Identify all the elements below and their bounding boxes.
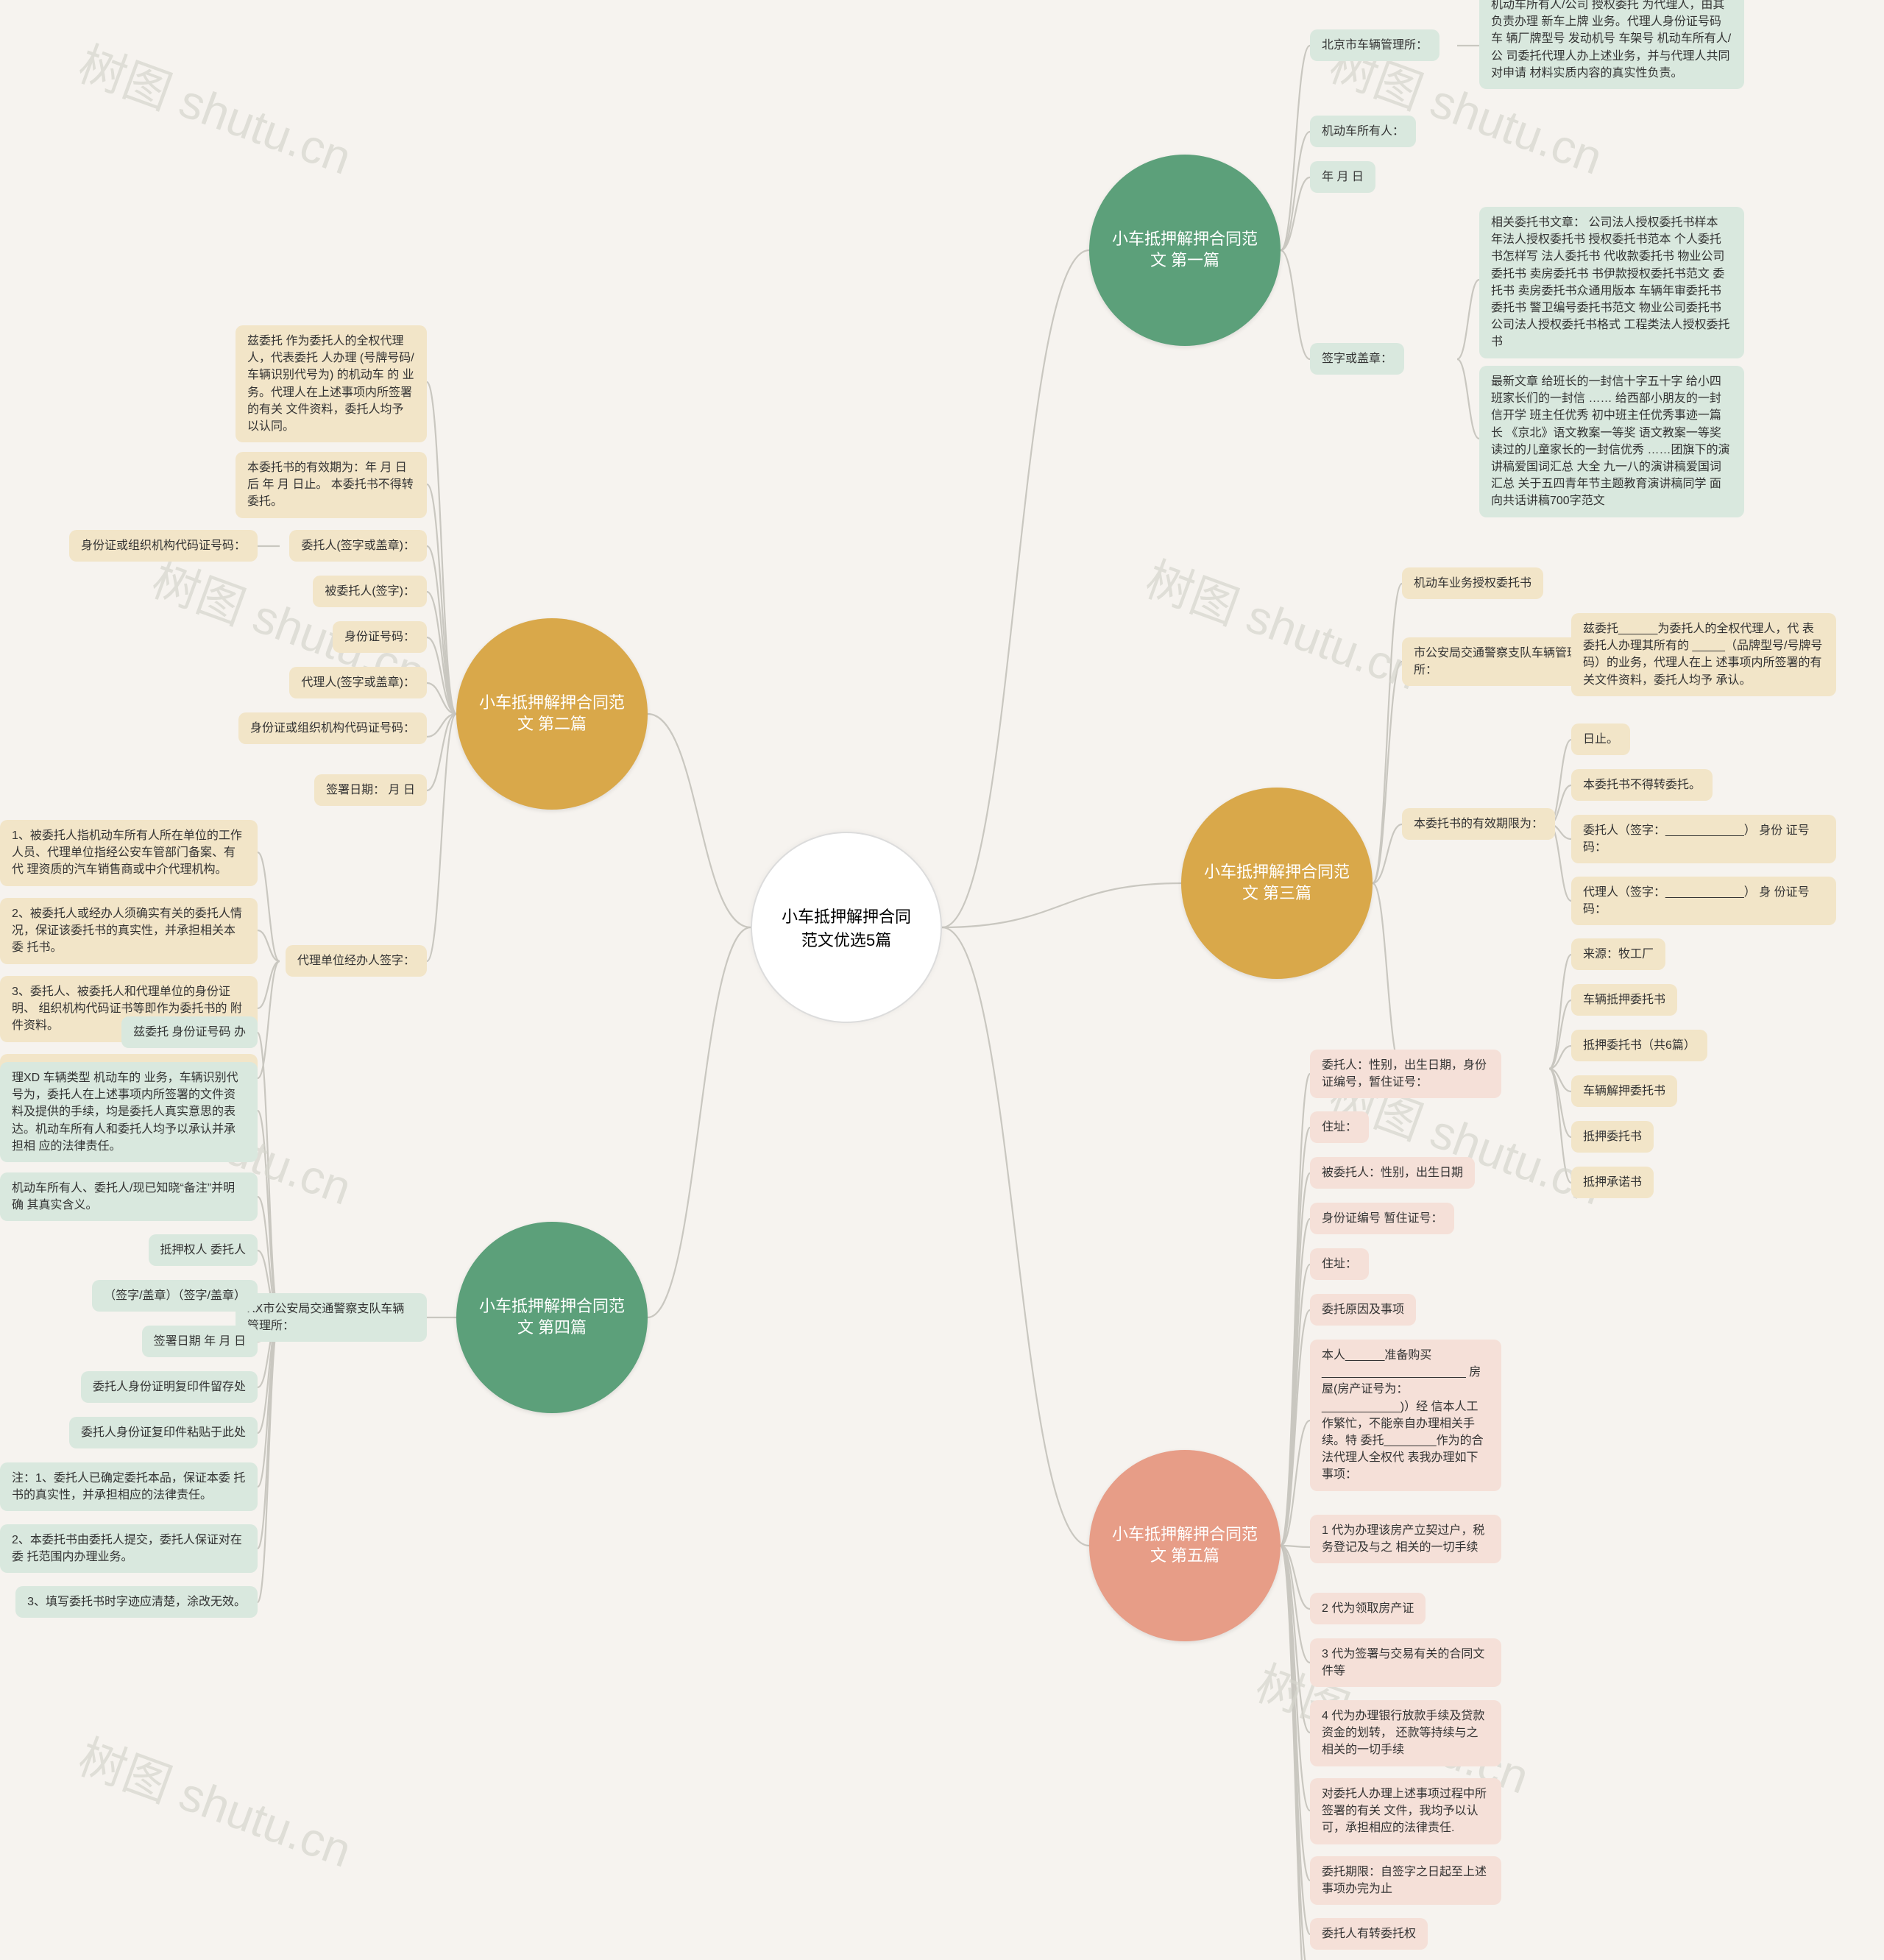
leaf-node[interactable]: 身份证或组织机构代码证号码： [69,530,258,562]
leaf-node[interactable]: 被委托人：性别，出生日期 [1310,1157,1475,1189]
leaf-node[interactable]: 3、填写委托书时字迹应清楚，涂改无效。 [15,1586,258,1618]
leaf-node[interactable]: 被委托人(签字)： [313,576,427,607]
leaf-node[interactable]: 住址： [1310,1111,1369,1143]
leaf-node[interactable]: 最新文章 给班长的一封信十字五十字 给小四班家长们的一封信 …… 给西部小朋友的… [1479,366,1744,517]
watermark: 树图 shutu.cn [1138,542,1429,703]
leaf-node[interactable]: 机动车所有人： [1310,116,1416,147]
branch-node[interactable]: 小车抵押解押合同范文 第二篇 [456,618,648,810]
leaf-node[interactable]: 本委托书的有效期限为： [1402,808,1555,840]
leaf-node[interactable]: （签字/盖章）（签字/盖章） [92,1280,258,1312]
leaf-node[interactable]: 代理人（签字：____________） 身 份证号码： [1571,877,1836,925]
leaf-node[interactable]: 委托原因及事项 [1310,1294,1416,1326]
leaf-node[interactable]: 委托人（签字：____________） 身份 证号码： [1571,815,1836,863]
watermark: 树图 shutu.cn [71,26,362,188]
leaf-node[interactable]: 车辆抵押委托书 [1571,984,1677,1016]
branch-node[interactable]: 小车抵押解押合同范文 第三篇 [1181,788,1373,979]
leaf-node[interactable]: 兹委托______为委托人的全权代理人，代 表委托人办理其所有的 _____（品… [1571,613,1836,696]
leaf-node[interactable]: 1、被委托人指机动车所有人所在单位的工作 人员、代理单位指经公安车管部门备案、有… [0,820,258,886]
leaf-node[interactable]: 委托人(签字或盖章)： [289,530,427,562]
leaf-node[interactable]: 4 代为办理银行放款手续及贷款资金的划转， 还款等持续与之相关的一切手续 [1310,1700,1501,1766]
leaf-node[interactable]: 委托人身份证明复印件留存处 [81,1371,258,1403]
leaf-node[interactable]: 2 代为领取房产证 [1310,1593,1426,1624]
leaf-node[interactable]: 签署日期 年 月 日 [142,1326,258,1357]
leaf-node[interactable]: 身份证号码： [333,621,427,653]
leaf-node[interactable]: 市公安局交通警察支队车辆管理所： [1402,637,1593,686]
watermark: 树图 shutu.cn [71,1719,362,1881]
leaf-node[interactable]: 抵押承诺书 [1571,1167,1654,1198]
branch-node[interactable]: 小车抵押解押合同范文 第四篇 [456,1222,648,1413]
leaf-node[interactable]: 签字或盖章： [1310,343,1404,375]
leaf-node[interactable]: 签署日期： 月 日 [314,774,427,806]
mindmap-canvas: 树图 shutu.cn树图 shutu.cn树图 shutu.cn树图 shut… [0,0,1884,1960]
leaf-node[interactable]: 身份证或组织机构代码证号码： [238,712,427,744]
leaf-node[interactable]: 抵押委托书 [1571,1121,1654,1153]
leaf-node[interactable]: 注：1、委托人已确定委托本品，保证本委 托书的真实性，并承担相应的法律责任。 [0,1462,258,1511]
leaf-node[interactable]: 对委托人办理上述事项过程中所签署的有关 文件，我均予以认可，承担相应的法律责任. [1310,1778,1501,1844]
leaf-node[interactable]: 机动车业务授权委托书 [1402,567,1543,599]
leaf-node[interactable]: 相关委托书文章： 公司法人授权委托书样本 年法人授权委托书 授权委托书范本 个人… [1479,207,1744,358]
center-node[interactable]: 小车抵押解押合同范文优选5篇 [751,832,942,1023]
leaf-node[interactable]: 兹委托 身份证号码 办 [121,1016,258,1048]
leaf-node[interactable]: 抵押权人 委托人 [149,1234,258,1266]
leaf-node[interactable]: 住址： [1310,1248,1369,1280]
leaf-node[interactable]: 本委托书的有效期为：年 月 日后 年 月 日止。 本委托书不得转委托。 [236,452,427,518]
leaf-node[interactable]: 本委托书不得转委托。 [1571,769,1713,801]
leaf-node[interactable]: XX市公安局交通警察支队车辆管理所： [236,1293,427,1342]
leaf-node[interactable]: 2、被委托人或经办人须确实有关的委托人情 况，保证该委托书的真实性，并承担相关本… [0,898,258,964]
leaf-node[interactable]: 3 代为签署与交易有关的合同文件等 [1310,1638,1501,1687]
leaf-node[interactable]: 1 代为办理该房产立契过户，税务登记及与之 相关的一切手续 [1310,1515,1501,1563]
branch-node[interactable]: 小车抵押解押合同范文 第五篇 [1089,1450,1281,1641]
leaf-node[interactable]: 本人______准备购买______________________ 房屋(房产… [1310,1340,1501,1491]
leaf-node[interactable]: 委托期限：自签字之日起至上述事项办完为止 [1310,1856,1501,1905]
leaf-node[interactable]: 代理单位经办人签字： [286,945,427,977]
leaf-node[interactable]: 日止。 [1571,723,1630,755]
leaf-node[interactable]: 抵押委托书（共6篇） [1571,1030,1707,1061]
branch-node[interactable]: 小车抵押解押合同范文 第一篇 [1089,155,1281,346]
leaf-node[interactable]: 理XD 车辆类型 机动车的 业务，车辆识别代 号为，委托人在上述事项内所签署的文… [0,1062,258,1162]
leaf-node[interactable]: 身份证编号 暂住证号： [1310,1203,1454,1234]
leaf-node[interactable]: 来源：牧工厂 [1571,938,1665,970]
leaf-node[interactable]: 年 月 日 [1310,161,1375,193]
leaf-node[interactable]: 机动车所有人/公司 授权委托 为代理人，由其 负责办理 新车上牌 业务。代理人身… [1479,0,1744,89]
leaf-node[interactable]: 代理人(签字或盖章)： [289,667,427,698]
leaf-node[interactable]: 机动车所有人、委托人/现已知晓“备注”并明确 其真实含义。 [0,1172,258,1221]
leaf-node[interactable]: 2、本委托书由委托人提交，委托人保证对在委 托范围内办理业务。 [0,1524,258,1573]
leaf-node[interactable]: 委托人：性别，出生日期，身份证编号，暂住证号： [1310,1050,1501,1098]
leaf-node[interactable]: 兹委托 作为委托人的全权代理人，代表委托 人办理 (号牌号码/车辆识别代号为) … [236,325,427,442]
leaf-node[interactable]: 北京市车辆管理所： [1310,29,1439,61]
leaf-node[interactable]: 委托人身份证复印件粘贴于此处 [69,1417,258,1448]
leaf-node[interactable]: 委托人有转委托权 [1310,1918,1428,1950]
leaf-node[interactable]: 车辆解押委托书 [1571,1075,1677,1107]
